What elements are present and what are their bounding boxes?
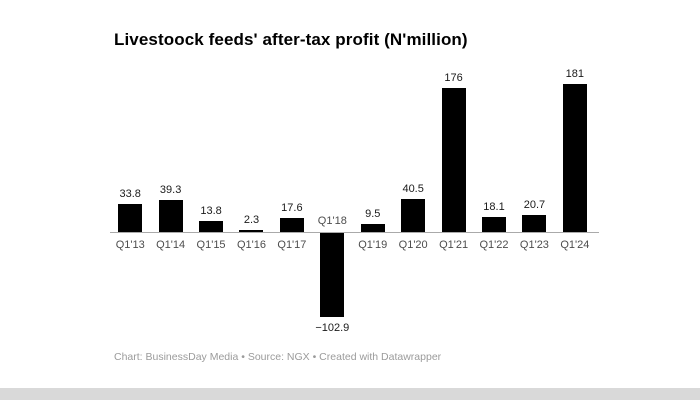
- category-label: Q1'24: [560, 239, 590, 251]
- bar: [360, 224, 385, 232]
- bar: [482, 217, 506, 232]
- bar-column: 17.6 Q1'17: [272, 58, 312, 358]
- value-label: 40.5: [402, 182, 424, 195]
- bar: [522, 215, 547, 232]
- category-label: Q1'13: [115, 239, 145, 251]
- bar: [401, 198, 426, 232]
- value-label: 176: [444, 71, 463, 84]
- value-label: 39.3: [159, 183, 182, 196]
- bar: [279, 217, 304, 232]
- bar-column: 181 Q1'24: [555, 58, 595, 358]
- bar-column: 20.7 Q1'23: [514, 58, 554, 358]
- value-label: 9.5: [365, 208, 381, 221]
- bar: [562, 83, 587, 232]
- bar: [441, 87, 466, 232]
- value-label: 13.8: [200, 204, 222, 217]
- category-label: Q1'15: [196, 239, 226, 251]
- value-label: 33.8: [119, 188, 141, 201]
- bar: [320, 233, 345, 318]
- category-label: Q1'18: [317, 215, 347, 227]
- chart-title: Livestoock feeds' after-tax profit (N'mi…: [114, 30, 468, 49]
- bar-column: 40.5 Q1'20: [393, 58, 433, 358]
- bar-column: 33.8 Q1'13: [110, 58, 150, 358]
- category-label: Q1'16: [236, 239, 266, 251]
- category-label: Q1'23: [519, 239, 549, 251]
- plot-area: 33.8 Q1'13 39.3 Q1'14 13.8 Q1'15 2.3 Q1'16 17.6 Q…: [110, 58, 595, 358]
- bar: [239, 230, 264, 232]
- value-label: 20.7: [523, 199, 546, 212]
- value-label: 2.3: [243, 214, 260, 227]
- bar-column: 18.1 Q1'22: [474, 58, 514, 358]
- category-label: Q1'20: [398, 239, 428, 251]
- bar-column: −102.9 Q1'18: [312, 58, 352, 358]
- bar-column: 39.3 Q1'14: [150, 58, 190, 358]
- value-label: −102.9: [315, 322, 350, 335]
- value-label: 17.6: [281, 201, 303, 214]
- x-axis-baseline: [110, 232, 599, 233]
- bar: [199, 220, 224, 232]
- bar-column: 176 Q1'21: [433, 58, 473, 358]
- category-label: Q1'21: [439, 239, 469, 251]
- plot-wrapper: 33.8 Q1'13 39.3 Q1'14 13.8 Q1'15 2.3 Q1'16 17.6 Q…: [110, 58, 599, 358]
- category-label: Q1'14: [156, 239, 186, 251]
- category-label: Q1'17: [277, 239, 307, 251]
- bar: [118, 204, 143, 232]
- bar-column: 9.5 Q1'19: [353, 58, 393, 358]
- chart-footer: Chart: BusinessDay Media • Source: NGX •…: [114, 351, 442, 363]
- bar: [158, 199, 183, 232]
- category-label: Q1'22: [479, 239, 509, 251]
- category-label: Q1'19: [358, 239, 388, 251]
- bar-column: 13.8 Q1'15: [191, 58, 231, 358]
- page-bottom-strip: [0, 388, 700, 400]
- bar-column: 2.3 Q1'16: [231, 58, 271, 358]
- value-label: 18.1: [483, 201, 505, 214]
- value-label: 181: [565, 67, 585, 80]
